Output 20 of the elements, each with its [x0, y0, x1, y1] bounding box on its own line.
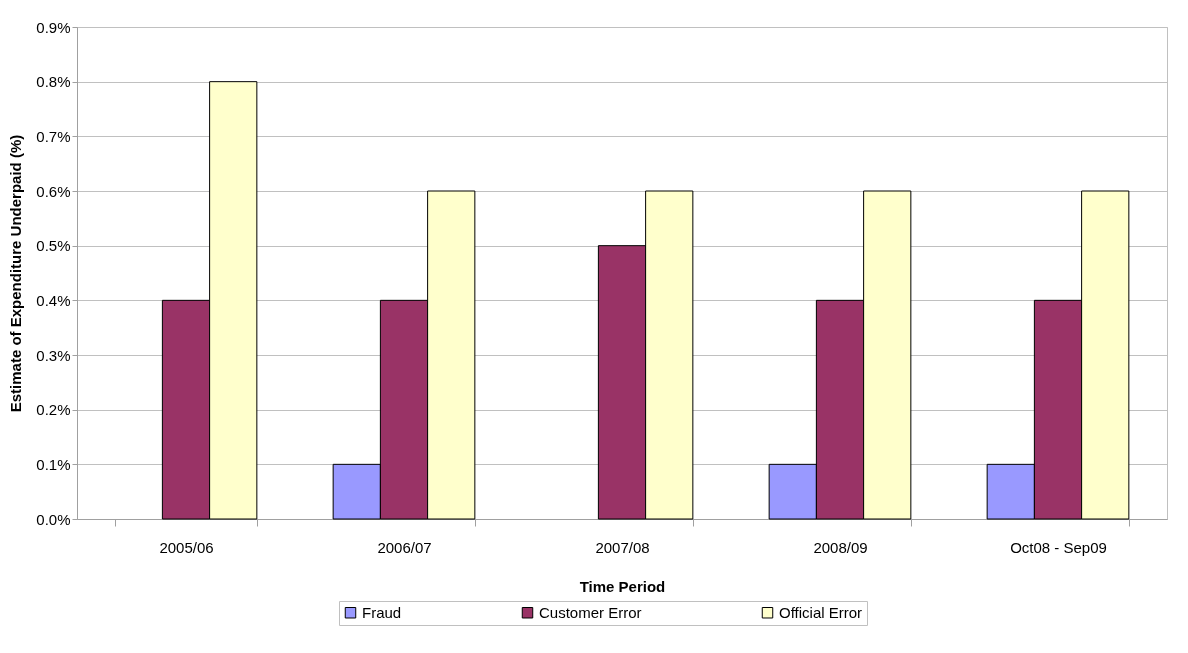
y-tick-label: 0.8%	[36, 73, 71, 91]
y-tick-label: 0.0%	[36, 510, 71, 528]
legend-label: Customer Error	[539, 603, 642, 621]
y-tick-label: 0.3%	[36, 346, 71, 364]
y-tick-label: 0.6%	[36, 182, 71, 200]
x-tick-label: Oct08 - Sep09	[1010, 538, 1107, 556]
y-tick-label: 0.1%	[36, 455, 71, 473]
legend-label: Fraud	[362, 603, 402, 621]
legend-label: Official Error	[779, 603, 863, 621]
y-tick-label: 0.2%	[36, 401, 71, 419]
x-tick-label: 2005/06	[159, 538, 214, 556]
y-tick-label: 0.9%	[36, 18, 71, 36]
x-tick-label: 2008/09	[813, 538, 868, 556]
x-tick-label: 2007/08	[595, 538, 650, 556]
y-tick-label: 0.4%	[36, 291, 71, 309]
x-axis-title: Time Period	[579, 577, 666, 595]
y-tick-label: 0.7%	[36, 127, 71, 145]
x-tick-label: 2006/07	[377, 538, 432, 556]
y-tick-label: 0.5%	[36, 237, 71, 255]
y-axis-title: Estimate of Expenditure Underpaid (%)	[7, 134, 25, 413]
